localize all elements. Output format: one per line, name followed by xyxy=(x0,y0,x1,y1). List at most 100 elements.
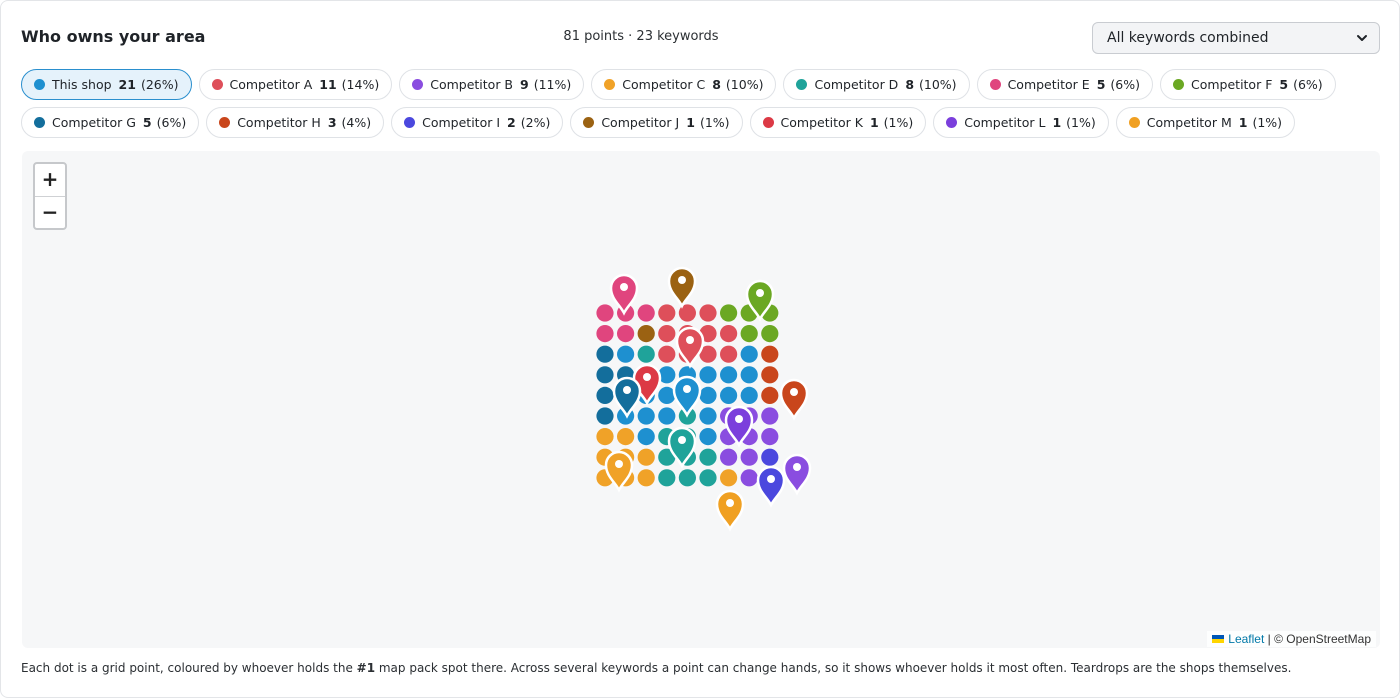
shop-pin-competitor-l[interactable] xyxy=(724,405,754,448)
keyword-select[interactable]: All keywords combined xyxy=(1092,22,1380,54)
grid-point[interactable] xyxy=(658,366,676,384)
grid-point[interactable] xyxy=(637,304,655,322)
grid-point[interactable] xyxy=(596,407,614,425)
grid-point[interactable] xyxy=(761,325,779,343)
legend-chip-competitor-k[interactable]: Competitor K 1 (1%) xyxy=(749,107,927,138)
legend-chip-competitor-h[interactable]: Competitor H 3 (4%) xyxy=(206,107,385,138)
grid-point[interactable] xyxy=(699,448,717,466)
grid-point[interactable] xyxy=(720,304,738,322)
grid-point[interactable] xyxy=(658,325,676,343)
points-keywords-summary: 81 points · 23 keywords xyxy=(563,29,719,44)
legend-chip-competitor-m[interactable]: Competitor M 1 (1%) xyxy=(1115,107,1296,138)
grid-point[interactable] xyxy=(699,345,717,363)
leaflet-link[interactable]: Leaflet xyxy=(1228,632,1265,646)
shop-pin-competitor-d[interactable] xyxy=(667,426,697,469)
legend-color-dot xyxy=(219,117,231,128)
legend-chip-competitor-c[interactable]: Competitor C 8 (10%) xyxy=(591,69,777,100)
ukraine-flag-icon xyxy=(1212,635,1225,643)
grid-point[interactable] xyxy=(740,366,758,384)
legend-chip-competitor-l[interactable]: Competitor L 1 (1%) xyxy=(933,107,1109,138)
grid-point[interactable] xyxy=(699,428,717,446)
grid-point[interactable] xyxy=(699,366,717,384)
grid-point[interactable] xyxy=(658,386,676,404)
legend-chip-this-shop[interactable]: This shop 21 (26%) xyxy=(21,69,192,100)
grid-point[interactable] xyxy=(596,325,614,343)
grid-point[interactable] xyxy=(699,386,717,404)
legend-chip-competitor-j[interactable]: Competitor J 1 (1%) xyxy=(570,107,743,138)
grid-point[interactable] xyxy=(720,448,738,466)
chevron-down-icon xyxy=(1357,35,1367,41)
legend-chip-competitor-d[interactable]: Competitor D 8 (10%) xyxy=(783,69,970,100)
legend-chips: This shop 21 (26%) Competitor A 11 (14%) Compe… xyxy=(21,69,1381,145)
legend-color-dot xyxy=(412,79,424,90)
marker-center-dot xyxy=(756,289,764,297)
grid-point[interactable] xyxy=(658,448,676,466)
grid-point[interactable] xyxy=(761,345,779,363)
legend-chip-competitor-g[interactable]: Competitor G 5 (6%) xyxy=(21,107,200,138)
grid-point[interactable] xyxy=(740,345,758,363)
zoom-out-button[interactable]: − xyxy=(35,196,65,228)
grid-point[interactable] xyxy=(658,304,676,322)
grid-point[interactable] xyxy=(761,386,779,404)
legend-chip-competitor-b[interactable]: Competitor B 9 (11%) xyxy=(399,69,585,100)
legend-chip-competitor-a[interactable]: Competitor A 11 (14%) xyxy=(198,69,393,100)
grid-point[interactable] xyxy=(637,428,655,446)
shop-pin-competitor-a[interactable] xyxy=(675,326,705,369)
map-area[interactable]: + − Leaflet | © OpenStreetMap xyxy=(22,151,1380,648)
grid-point[interactable] xyxy=(740,469,758,487)
grid-point[interactable] xyxy=(596,345,614,363)
grid-point[interactable] xyxy=(699,304,717,322)
grid-point[interactable] xyxy=(761,407,779,425)
grid-point[interactable] xyxy=(740,386,758,404)
grid-point[interactable] xyxy=(658,469,676,487)
grid-point[interactable] xyxy=(637,345,655,363)
legend-chip-competitor-i[interactable]: Competitor I 2 (2%) xyxy=(391,107,564,138)
grid-point[interactable] xyxy=(740,448,758,466)
shop-pin-competitor-c[interactable] xyxy=(604,450,634,493)
grid-point[interactable] xyxy=(596,366,614,384)
legend-count: 1 xyxy=(686,115,695,130)
grid-point[interactable] xyxy=(596,304,614,322)
grid-point[interactable] xyxy=(637,469,655,487)
grid-point[interactable] xyxy=(720,325,738,343)
zoom-in-button[interactable]: + xyxy=(41,167,59,191)
grid-point[interactable] xyxy=(720,345,738,363)
grid-point[interactable] xyxy=(761,366,779,384)
grid-point[interactable] xyxy=(637,325,655,343)
legend-count: 3 xyxy=(327,115,337,130)
shop-pin-competitor-m[interactable] xyxy=(715,489,745,532)
grid-point[interactable] xyxy=(720,386,738,404)
shop-pin-this-shop[interactable] xyxy=(672,375,702,418)
grid-point[interactable] xyxy=(678,304,697,322)
shop-pin-competitor-i[interactable] xyxy=(756,465,786,508)
grid-point[interactable] xyxy=(678,469,697,487)
grid-point[interactable] xyxy=(699,407,717,425)
grid-point[interactable] xyxy=(637,407,655,425)
grid-point[interactable] xyxy=(617,345,635,363)
shop-pin-competitor-f[interactable] xyxy=(745,279,775,322)
grid-point[interactable] xyxy=(617,325,635,343)
grid-point[interactable] xyxy=(761,448,779,466)
grid-point[interactable] xyxy=(658,345,676,363)
grid-point[interactable] xyxy=(720,366,738,384)
grid-point[interactable] xyxy=(617,428,635,446)
grid-point[interactable] xyxy=(596,428,614,446)
shop-pin-competitor-b[interactable] xyxy=(782,453,812,496)
marker-center-dot xyxy=(735,415,743,423)
grid-point[interactable] xyxy=(740,325,758,343)
legend-chip-competitor-f[interactable]: Competitor F 5 (6%) xyxy=(1159,69,1336,100)
grid-point[interactable] xyxy=(637,448,655,466)
legend-count: 8 xyxy=(712,77,721,92)
grid-point[interactable] xyxy=(699,469,717,487)
shop-pin-competitor-e[interactable] xyxy=(609,273,639,316)
teardrop-marker-icon xyxy=(667,266,697,309)
legend-chip-competitor-e[interactable]: Competitor E 5 (6%) xyxy=(976,69,1153,100)
grid-point[interactable] xyxy=(596,386,614,404)
grid-point[interactable] xyxy=(720,469,738,487)
grid-point[interactable] xyxy=(658,407,676,425)
grid-point[interactable] xyxy=(761,428,779,446)
shop-pin-competitor-h[interactable] xyxy=(779,378,809,421)
teardrop-marker-icon xyxy=(612,376,642,419)
shop-pin-competitor-j[interactable] xyxy=(667,266,697,309)
shop-pin-competitor-g[interactable] xyxy=(612,376,642,419)
